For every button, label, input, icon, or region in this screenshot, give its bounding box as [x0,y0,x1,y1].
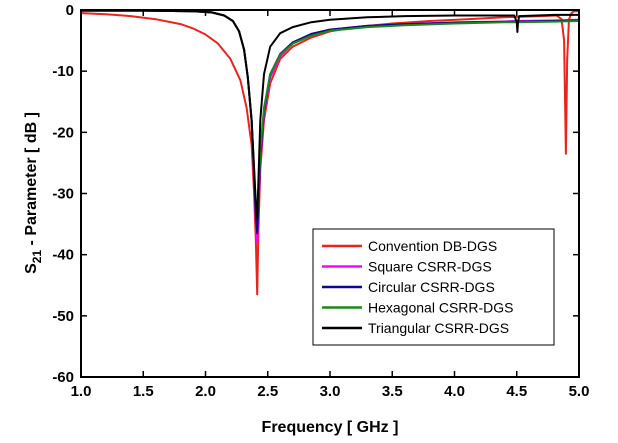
x-axis-title: Frequency [ GHz ] [262,419,399,436]
series-line-4 [81,10,579,219]
y-axis-title-rest: - Parameter [ dB ] [23,112,40,250]
series-line-1 [81,10,579,296]
x-tick-label: 2.5 [257,383,278,400]
series-line-3 [81,10,579,235]
legend: Convention DB-DGS Square CSRR-DGS Circular… [312,228,555,346]
legend-label-4: Hexagonal CSRR-DGS [368,300,514,316]
y-tick-label: -10 [52,63,74,80]
y-tick-label: -30 [52,186,74,203]
series-line-2 [81,10,579,244]
y-tick-label: 0 [66,2,74,19]
x-tick-label: 3.0 [320,383,341,400]
legend-label-1: Convention DB-DGS [368,238,497,254]
y-tick-label: -50 [52,308,74,325]
legend-label-3: Circular CSRR-DGS [368,279,495,295]
legend-label-5: Triangular CSRR-DGS [368,320,509,336]
series-line-5 [81,10,579,219]
x-tick-label: 1.0 [71,383,92,400]
y-tick-label: -20 [52,124,74,141]
y-axis-title: S21 - Parameter [ dB ] [23,112,44,274]
y-tick-label: -60 [52,369,74,386]
x-axis: 1.0 1.5 2.0 2.5 3.0 3.5 4.0 4.5 5.0 [71,10,590,400]
x-tick-label: 5.0 [569,383,590,400]
y-axis-title-main: S [23,263,40,274]
y-axis-title-sub: 21 [30,250,44,264]
x-tick-label: 1.5 [133,383,154,400]
y-tick-label: -40 [52,247,74,264]
x-tick-label: 4.0 [444,383,465,400]
x-tick-label: 3.5 [382,383,403,400]
series-layer [81,10,579,296]
y-axis: 0 -10 -20 -30 -40 -50 -60 [52,2,579,386]
legend-label-2: Square CSRR-DGS [368,259,492,275]
x-tick-label: 2.0 [195,383,216,400]
x-tick-label: 4.5 [506,383,527,400]
